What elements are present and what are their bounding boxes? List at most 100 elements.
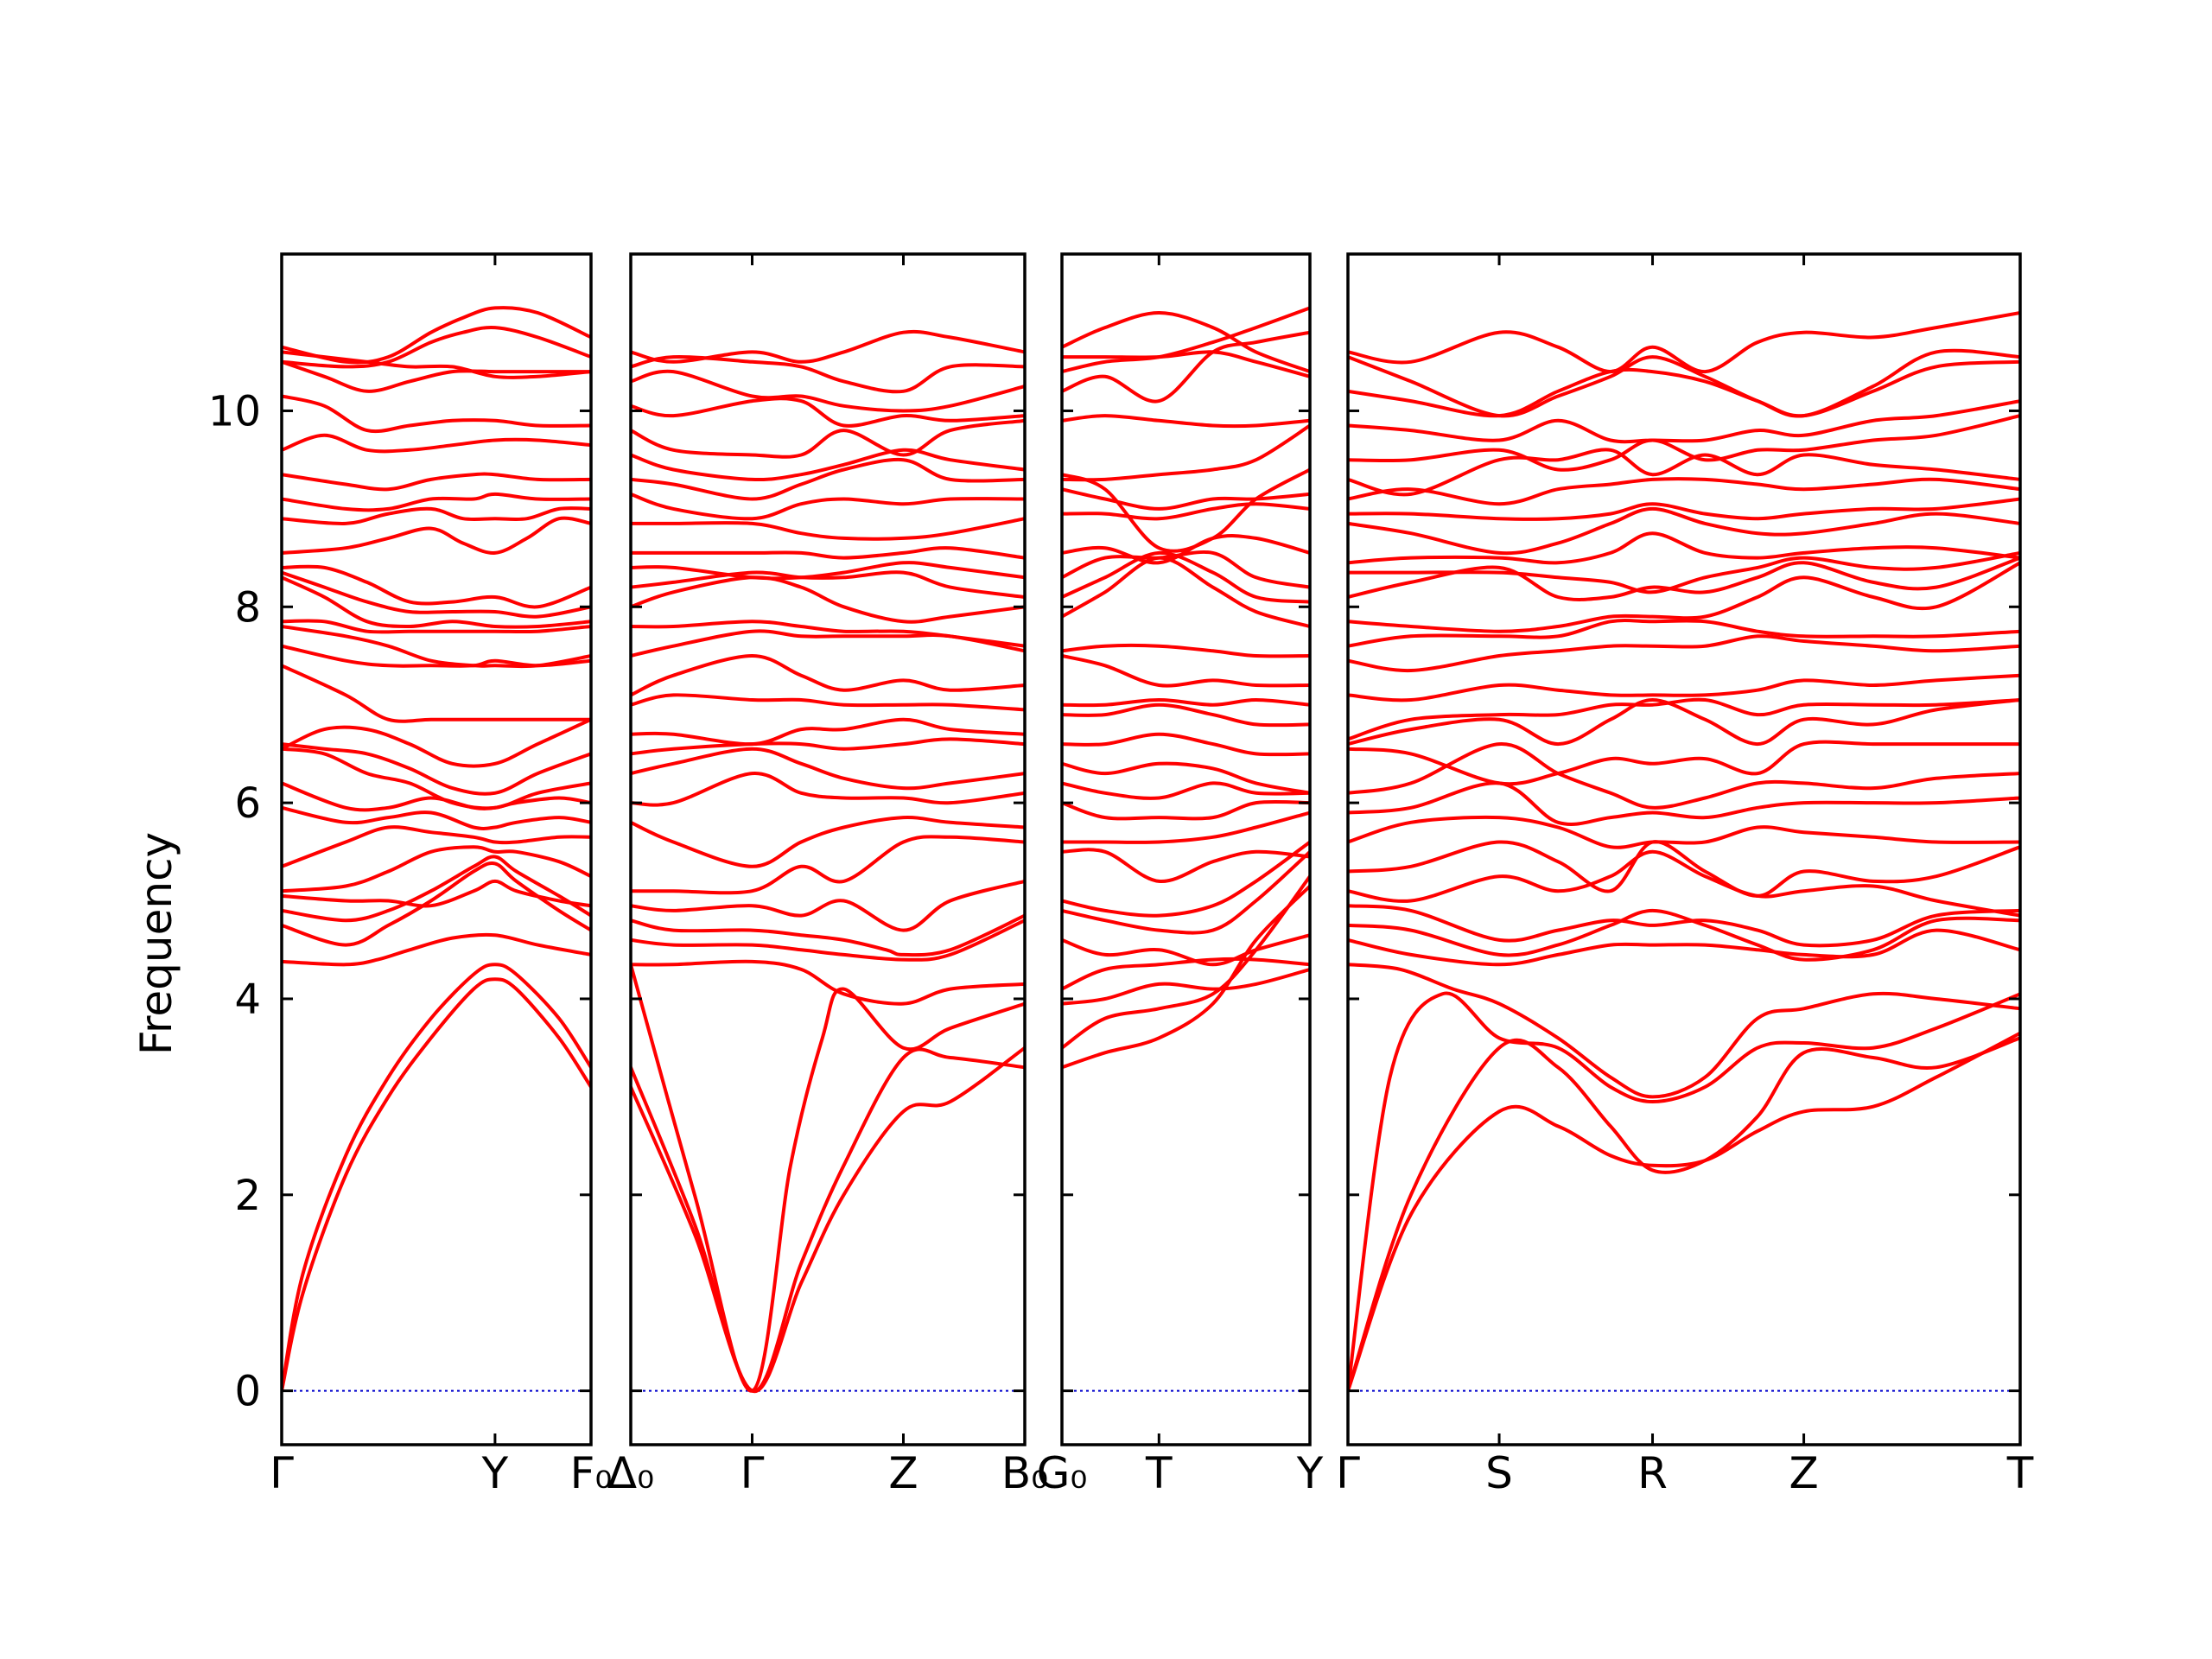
- high-symmetry-point-label: F₀: [570, 1448, 613, 1498]
- phonon-band: [1062, 550, 1310, 589]
- phonon-band: [282, 325, 591, 369]
- phonon-band: [631, 329, 1025, 364]
- phonon-band: [282, 845, 591, 893]
- phonon-band: [282, 717, 591, 768]
- y-tick-label: 6: [234, 779, 261, 828]
- phonon-band: [1348, 414, 2020, 472]
- phonon-band: [1062, 654, 1310, 688]
- phonon-band: [1062, 840, 1310, 918]
- phonon-band: [631, 561, 1025, 581]
- phonon-band: [1062, 423, 1310, 482]
- high-symmetry-point-label: Y: [1296, 1448, 1324, 1498]
- phonon-band: [282, 747, 591, 810]
- phonon-band: [631, 575, 1025, 624]
- phonon-band: [1348, 556, 2020, 601]
- panel-2: Δ₀ Γ Z B₀: [607, 252, 1048, 1498]
- phonon-band: [1348, 908, 2020, 962]
- phonon-band: [282, 825, 591, 868]
- phonon-band: [1348, 1031, 2020, 1393]
- high-symmetry-point-label: B₀: [1001, 1448, 1048, 1498]
- high-symmetry-point-label: Z: [888, 1448, 918, 1498]
- phonon-band: [1062, 810, 1310, 844]
- phonon-band: [1062, 350, 1310, 378]
- phonon-band: [1348, 477, 2020, 506]
- phonon-band: [282, 492, 591, 512]
- phonon-band: [1348, 904, 2020, 948]
- high-symmetry-point-label: Z: [1789, 1448, 1818, 1498]
- phonon-band: [1348, 840, 2020, 898]
- phonon-band: [1348, 348, 2020, 418]
- phonon-band: [282, 472, 591, 492]
- phonon-band: [282, 963, 591, 1393]
- phonon-band: [282, 570, 591, 619]
- phonon-band: [1348, 928, 2020, 967]
- phonon-band: [1062, 933, 1310, 967]
- phonon-band: [631, 457, 1025, 501]
- y-tick-label: 0: [234, 1368, 261, 1416]
- panel-3: G₀ T Y: [1037, 252, 1324, 1498]
- phonon-band: [1062, 556, 1310, 628]
- phonon-band: [1348, 311, 2020, 374]
- phonon-band: [1062, 799, 1310, 821]
- high-symmetry-point-label: S: [1485, 1448, 1513, 1498]
- band-group: [1062, 306, 1310, 1392]
- phonon-band: [1348, 399, 2020, 444]
- phonon-band: [631, 654, 1025, 697]
- phonon-band: [1348, 991, 2020, 1393]
- phonon-band: [1348, 634, 2020, 673]
- phonon-band: [282, 805, 591, 830]
- phonon-band: [282, 575, 591, 629]
- phonon-band: [631, 918, 1025, 962]
- phonon-band: [282, 932, 591, 967]
- phonon-band: [1348, 448, 2020, 497]
- panel-frame: [1346, 252, 2022, 1446]
- phonon-band: [1062, 502, 1310, 521]
- y-tick-label: 4: [234, 976, 261, 1024]
- phonon-band: [631, 369, 1025, 413]
- phonon-band: [1062, 732, 1310, 757]
- phonon-band: [631, 629, 1025, 658]
- phonon-band: [1062, 967, 1310, 1006]
- phonon-band: [631, 772, 1025, 807]
- phonon-band: [1348, 531, 2020, 565]
- panel-1: Γ Y F₀: [270, 252, 613, 1498]
- band-group: [282, 306, 591, 1393]
- phonon-band: [1062, 849, 1310, 935]
- y-tick-label: 2: [234, 1172, 261, 1220]
- phonon-band: [1062, 874, 1310, 1050]
- phonon-band: [282, 855, 591, 923]
- phonon-band: [282, 433, 591, 454]
- phonon-band: [1348, 742, 2020, 810]
- phonon-band: [1348, 740, 2020, 786]
- phonon-band: [282, 742, 591, 796]
- phonon-band: [1062, 702, 1310, 728]
- y-axis-ticks: 0 2 4 6 8 10: [208, 387, 261, 1415]
- phonon-band: [282, 861, 591, 947]
- phonon-band: [282, 977, 591, 1393]
- phonon-band: [631, 492, 1025, 521]
- phonon-band: [1348, 781, 2020, 826]
- high-symmetry-point-label: G₀: [1037, 1448, 1088, 1498]
- phonon-band: [282, 359, 591, 393]
- y-tick-label: 8: [234, 583, 261, 632]
- phonon-band: [282, 564, 591, 609]
- phonon-band: [1348, 359, 2020, 418]
- phonon-band: [282, 394, 591, 434]
- high-symmetry-point-label: Δ₀: [607, 1448, 654, 1498]
- phonon-band: [631, 737, 1025, 756]
- y-tick-label: 10: [208, 387, 261, 435]
- phonon-band: [1062, 781, 1310, 800]
- phonon-band: [282, 306, 591, 365]
- phonon-band: [1062, 534, 1310, 565]
- high-symmetry-point-label: T: [1145, 1448, 1173, 1498]
- panel-frame: [629, 252, 1027, 1446]
- phonon-band: [282, 879, 591, 908]
- phonon-band: [1348, 673, 2020, 702]
- phonon-band: [282, 506, 591, 525]
- phonon-band: [1062, 306, 1310, 374]
- phonon-band: [1348, 963, 2020, 1099]
- phonon-band: [1062, 761, 1310, 795]
- phonon-band: [631, 1047, 1025, 1393]
